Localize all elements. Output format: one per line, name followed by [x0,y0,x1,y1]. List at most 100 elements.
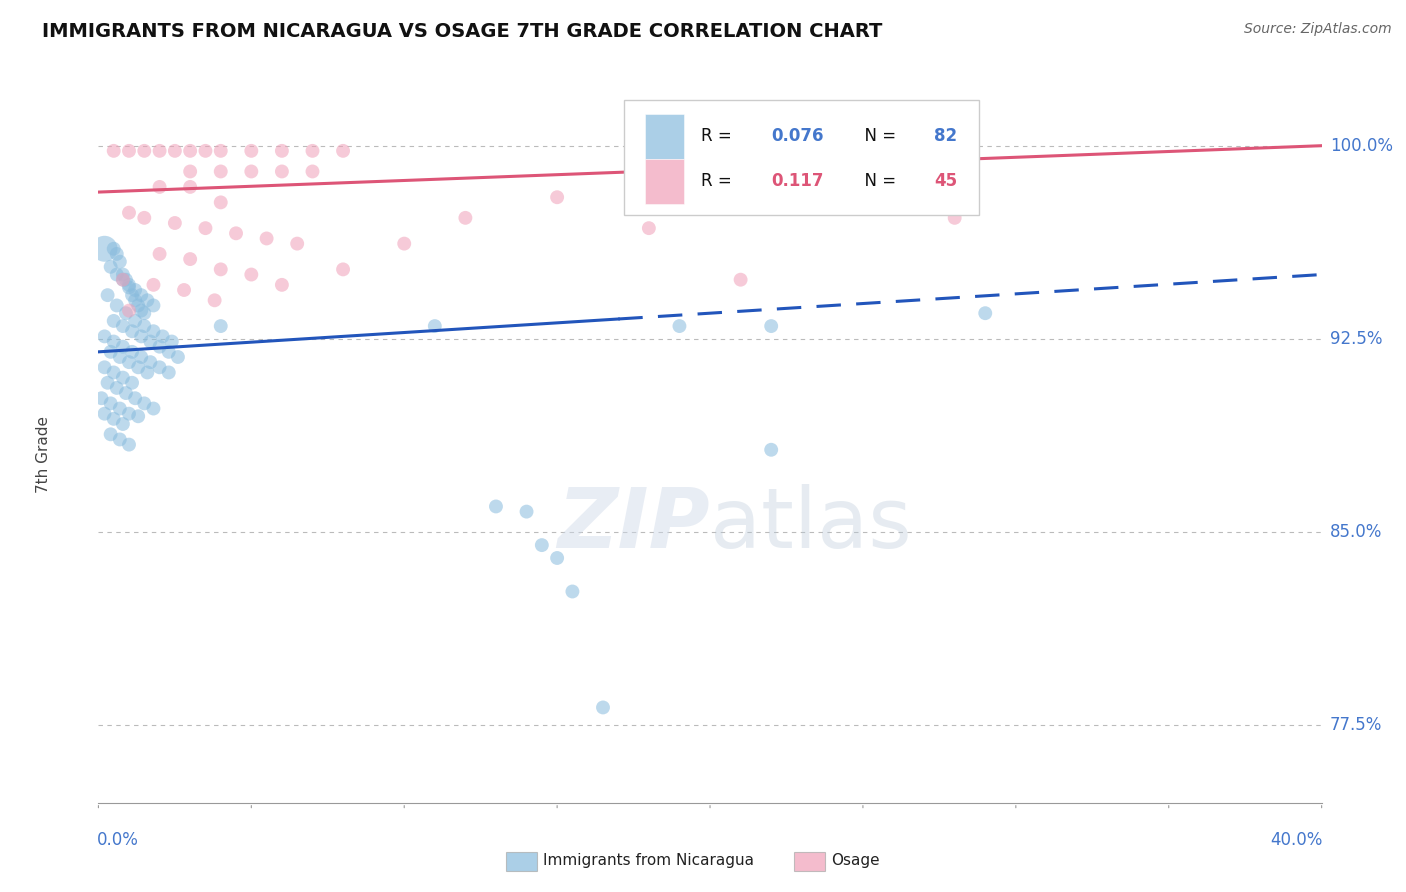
Point [301,144,323,158]
Point [167,350,190,364]
Text: N =: N = [855,172,901,191]
Point [240,144,263,158]
Point [118,205,141,219]
Point [149,340,172,354]
Point [270,144,292,158]
Point [516,505,538,519]
Point [149,360,172,375]
Text: 40.0%: 40.0% [1271,830,1323,848]
Point [118,144,141,158]
Point [974,306,997,320]
Point [163,216,186,230]
Point [129,350,152,364]
Point [124,293,146,308]
Text: 7th Grade: 7th Grade [37,417,51,493]
Point [240,164,263,178]
Text: Osage: Osage [831,854,880,868]
Point [142,324,165,338]
Point [163,144,186,158]
Point [111,273,134,287]
Point [111,268,134,282]
Text: N =: N = [855,128,901,145]
Point [134,396,156,410]
Point [270,164,292,178]
Text: 0.076: 0.076 [772,128,824,145]
Point [134,211,156,225]
Point [209,319,232,334]
Point [139,355,162,369]
Point [103,314,125,328]
Point [179,144,201,158]
Point [194,144,217,158]
Point [149,144,172,158]
Point [100,344,122,359]
Point [118,280,141,294]
Point [209,262,232,277]
Text: 0.0%: 0.0% [97,830,139,848]
Point [129,329,152,343]
Text: 45: 45 [934,172,957,191]
Text: 100.0%: 100.0% [1330,136,1393,154]
Point [194,221,217,235]
Point [423,319,446,334]
Text: R =: R = [702,172,738,191]
Point [118,277,141,292]
Text: 92.5%: 92.5% [1330,330,1382,348]
Point [179,252,201,266]
Point [100,396,122,410]
Point [256,231,278,245]
Point [105,381,128,395]
Point [530,538,553,552]
Point [103,144,125,158]
Point [730,273,752,287]
Point [301,164,323,178]
Point [179,180,201,194]
Point [546,551,568,566]
Point [392,236,416,251]
Point [127,298,149,312]
Point [134,306,156,320]
Point [160,334,183,349]
Point [124,314,146,328]
Point [111,417,134,431]
Point [179,164,201,178]
Point [121,324,143,338]
Point [142,298,165,312]
Point [108,350,131,364]
Point [121,344,143,359]
Point [454,211,477,225]
Text: Immigrants from Nicaragua: Immigrants from Nicaragua [543,854,754,868]
Point [546,190,568,204]
Point [93,360,115,375]
Point [592,700,614,714]
Point [111,319,134,334]
Point [93,329,115,343]
Text: ZIP: ZIP [557,484,710,565]
Point [157,344,180,359]
Point [943,211,966,225]
Text: 0.117: 0.117 [772,172,824,191]
Point [209,164,232,178]
Point [637,221,661,235]
Point [108,433,131,447]
FancyBboxPatch shape [624,100,979,215]
Point [93,242,115,256]
Point [97,288,120,302]
Point [332,262,354,277]
Point [90,391,112,405]
Point [561,584,583,599]
Point [108,254,131,268]
Point [105,268,128,282]
Point [270,277,292,292]
Point [127,409,149,424]
Point [124,391,146,405]
Point [121,376,143,390]
Point [759,442,782,457]
Point [93,407,115,421]
Point [485,500,508,514]
Point [136,293,159,308]
Point [142,277,165,292]
Point [129,303,152,318]
Point [157,366,180,380]
Point [118,303,141,318]
